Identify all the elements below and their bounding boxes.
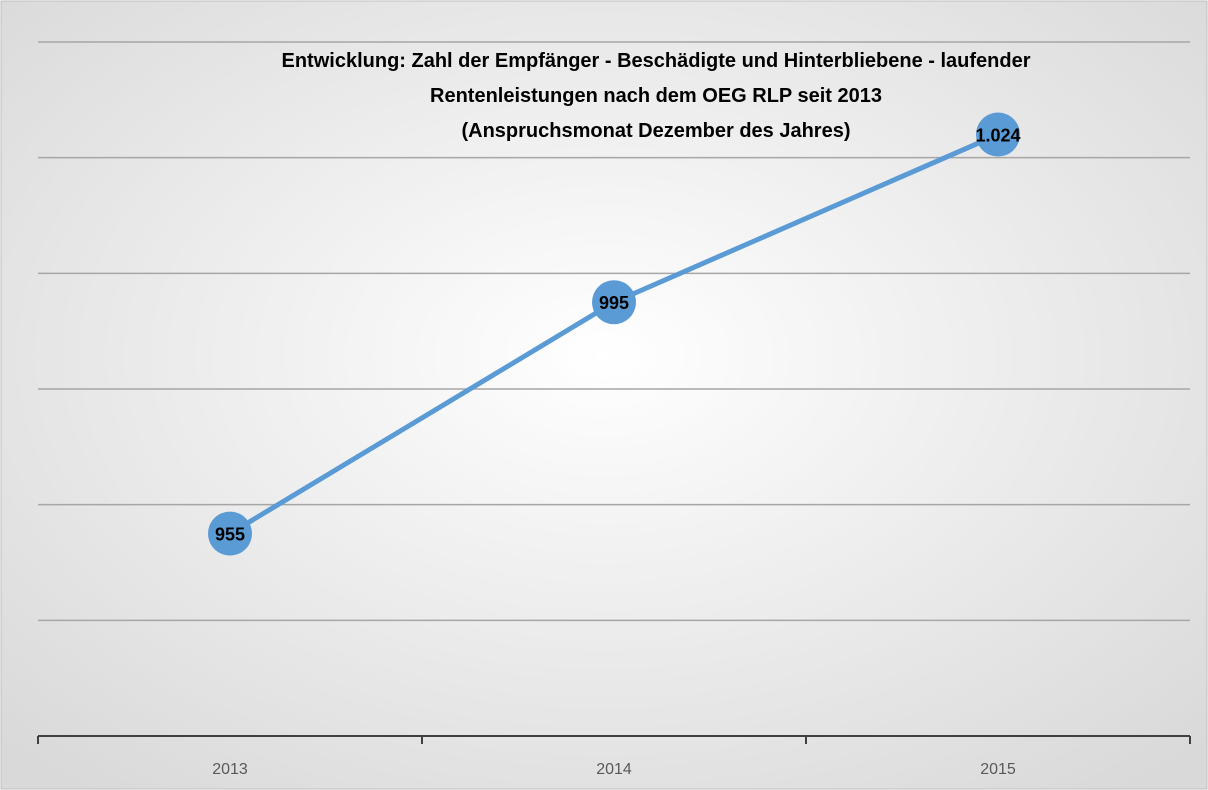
chart-title: Entwicklung: Zahl der Empfänger - Beschä… xyxy=(282,50,1031,142)
data-point xyxy=(208,511,252,556)
data-label: 955 xyxy=(215,524,245,544)
x-tick-label: 2013 xyxy=(212,761,248,778)
data-label: 995 xyxy=(599,293,629,313)
data-label: 1.024 xyxy=(975,125,1020,145)
x-tick-label: 2015 xyxy=(980,761,1016,778)
x-tick-label: 2014 xyxy=(596,761,632,778)
data-point xyxy=(976,112,1020,157)
data-point xyxy=(592,280,636,325)
